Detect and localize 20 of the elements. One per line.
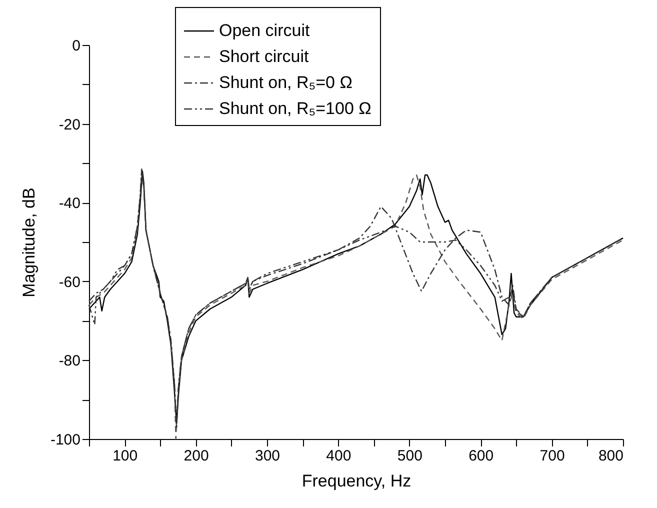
y-tick-label: -80 xyxy=(58,352,80,370)
x-tick-label: 400 xyxy=(326,448,352,464)
legend-label: Shunt on, R₅=0 Ω xyxy=(219,73,352,92)
y-tick-label: -40 xyxy=(58,195,80,212)
legend-label: Short circuit xyxy=(219,47,310,66)
x-tick-label: 800 xyxy=(598,448,624,464)
x-tick-label: 500 xyxy=(397,448,422,464)
y-tick-label: -20 xyxy=(58,116,80,134)
y-tick-label: 0 xyxy=(72,38,80,54)
x-tick-label: 700 xyxy=(540,448,565,464)
y-tick-label: -60 xyxy=(58,274,80,291)
x-tick-label: 300 xyxy=(254,448,280,464)
y-tick-label: -100 xyxy=(50,432,80,448)
x-tick-label: 100 xyxy=(112,448,138,464)
x-tick-label: 600 xyxy=(468,448,494,464)
y-axis-title: Magnitude, dB xyxy=(19,188,38,298)
legend-label: Shunt on, R₅=100 Ω xyxy=(219,99,372,118)
x-axis-title: Frequency, Hz xyxy=(302,472,412,490)
x-tick-label: 200 xyxy=(184,448,209,464)
legend-label: Open circuit xyxy=(219,21,310,40)
